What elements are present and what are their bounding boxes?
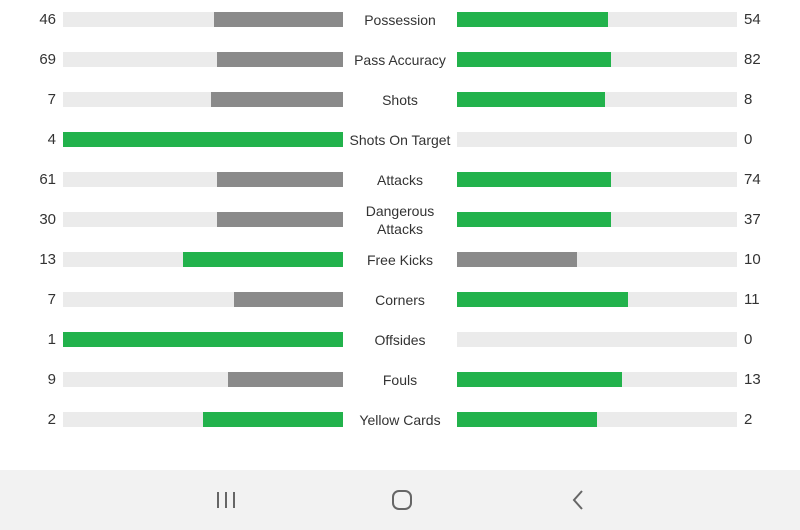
away-bar-fill (457, 172, 611, 187)
stat-row: 1 Offsides 0 (0, 320, 800, 360)
stat-row: 46 Possession 54 (0, 0, 800, 40)
stat-label: Dangerous Attacks (365, 203, 435, 237)
stat-label: Corners (375, 292, 425, 308)
stat-label: Pass Accuracy (354, 52, 446, 68)
stat-label: Possession (364, 12, 436, 28)
stat-row: 4 Shots On Target 0 (0, 120, 800, 160)
stat-row: 7 Shots 8 (0, 80, 800, 120)
home-value: 4 (47, 131, 56, 148)
home-bar-fill (228, 372, 343, 387)
away-bar-track (457, 252, 737, 267)
away-value: 10 (744, 251, 761, 268)
home-bar-fill (217, 52, 343, 67)
stat-label: Shots On Target (349, 132, 451, 148)
home-value: 30 (39, 211, 56, 228)
away-value: 54 (744, 11, 761, 28)
home-bar-fill (63, 132, 343, 147)
home-bar-fill (183, 252, 343, 267)
back-button[interactable] (558, 482, 598, 518)
stat-label: Yellow Cards (359, 412, 441, 428)
home-value: 46 (39, 11, 56, 28)
away-bar-fill (457, 212, 611, 227)
away-value: 0 (744, 131, 753, 148)
away-bar-track (457, 172, 737, 187)
recent-apps-button[interactable] (206, 482, 246, 518)
stat-label: Offsides (374, 332, 426, 348)
home-bar-fill (234, 292, 343, 307)
home-bar-fill (214, 12, 343, 27)
away-bar-track (457, 412, 737, 427)
stat-row: 61 Attacks 74 (0, 160, 800, 200)
away-bar-fill (457, 252, 577, 267)
home-bar-track (63, 212, 343, 227)
home-bar-fill (63, 332, 343, 347)
home-value: 13 (39, 251, 56, 268)
away-bar-track (457, 332, 737, 347)
home-button[interactable] (382, 482, 422, 518)
home-bar-track (63, 412, 343, 427)
stat-row: 69 Pass Accuracy 82 (0, 40, 800, 80)
home-bar-track (63, 372, 343, 387)
home-value: 7 (47, 291, 56, 308)
home-bar-fill (217, 172, 343, 187)
home-value: 1 (47, 331, 56, 348)
home-value: 7 (47, 91, 56, 108)
home-bar-fill (203, 412, 343, 427)
stat-label: Free Kicks (366, 252, 434, 268)
away-bar-track (457, 292, 737, 307)
away-bar-fill (457, 12, 608, 27)
stat-label: Attacks (377, 172, 423, 188)
recent-apps-icon (217, 492, 235, 508)
away-value: 0 (744, 331, 753, 348)
stat-row: 7 Corners 11 (0, 280, 800, 320)
home-bar-track (63, 292, 343, 307)
away-bar-track (457, 212, 737, 227)
away-value: 13 (744, 371, 761, 388)
home-bar-track (63, 172, 343, 187)
home-value: 69 (39, 51, 56, 68)
system-navigation-bar (0, 470, 800, 530)
away-bar-track (457, 372, 737, 387)
stat-row: 2 Yellow Cards 2 (0, 400, 800, 440)
home-bar-fill (217, 212, 343, 227)
away-value: 8 (744, 91, 753, 108)
away-bar-fill (457, 372, 622, 387)
away-bar-track (457, 12, 737, 27)
stat-row: 13 Free Kicks 10 (0, 240, 800, 280)
away-bar-track (457, 52, 737, 67)
home-value: 9 (47, 371, 56, 388)
away-value: 82 (744, 51, 761, 68)
away-value: 37 (744, 211, 761, 228)
away-bar-fill (457, 52, 611, 67)
home-bar-track (63, 332, 343, 347)
home-icon (392, 490, 412, 510)
home-bar-track (63, 12, 343, 27)
away-value: 2 (744, 411, 753, 428)
away-value: 11 (744, 291, 760, 308)
away-bar-track (457, 132, 737, 147)
away-value: 74 (744, 171, 761, 188)
home-bar-track (63, 132, 343, 147)
back-icon (572, 490, 583, 510)
home-bar-track (63, 252, 343, 267)
home-value: 2 (47, 411, 56, 428)
stat-row: 30 Dangerous Attacks 37 (0, 200, 800, 240)
away-bar-fill (457, 292, 628, 307)
home-value: 61 (39, 171, 56, 188)
home-bar-fill (211, 92, 343, 107)
away-bar-fill (457, 92, 605, 107)
stat-row: 9 Fouls 13 (0, 360, 800, 400)
home-bar-track (63, 92, 343, 107)
away-bar-track (457, 92, 737, 107)
stat-label: Shots (382, 92, 418, 108)
stat-label: Fouls (382, 372, 418, 388)
home-bar-track (63, 52, 343, 67)
away-bar-fill (457, 412, 597, 427)
